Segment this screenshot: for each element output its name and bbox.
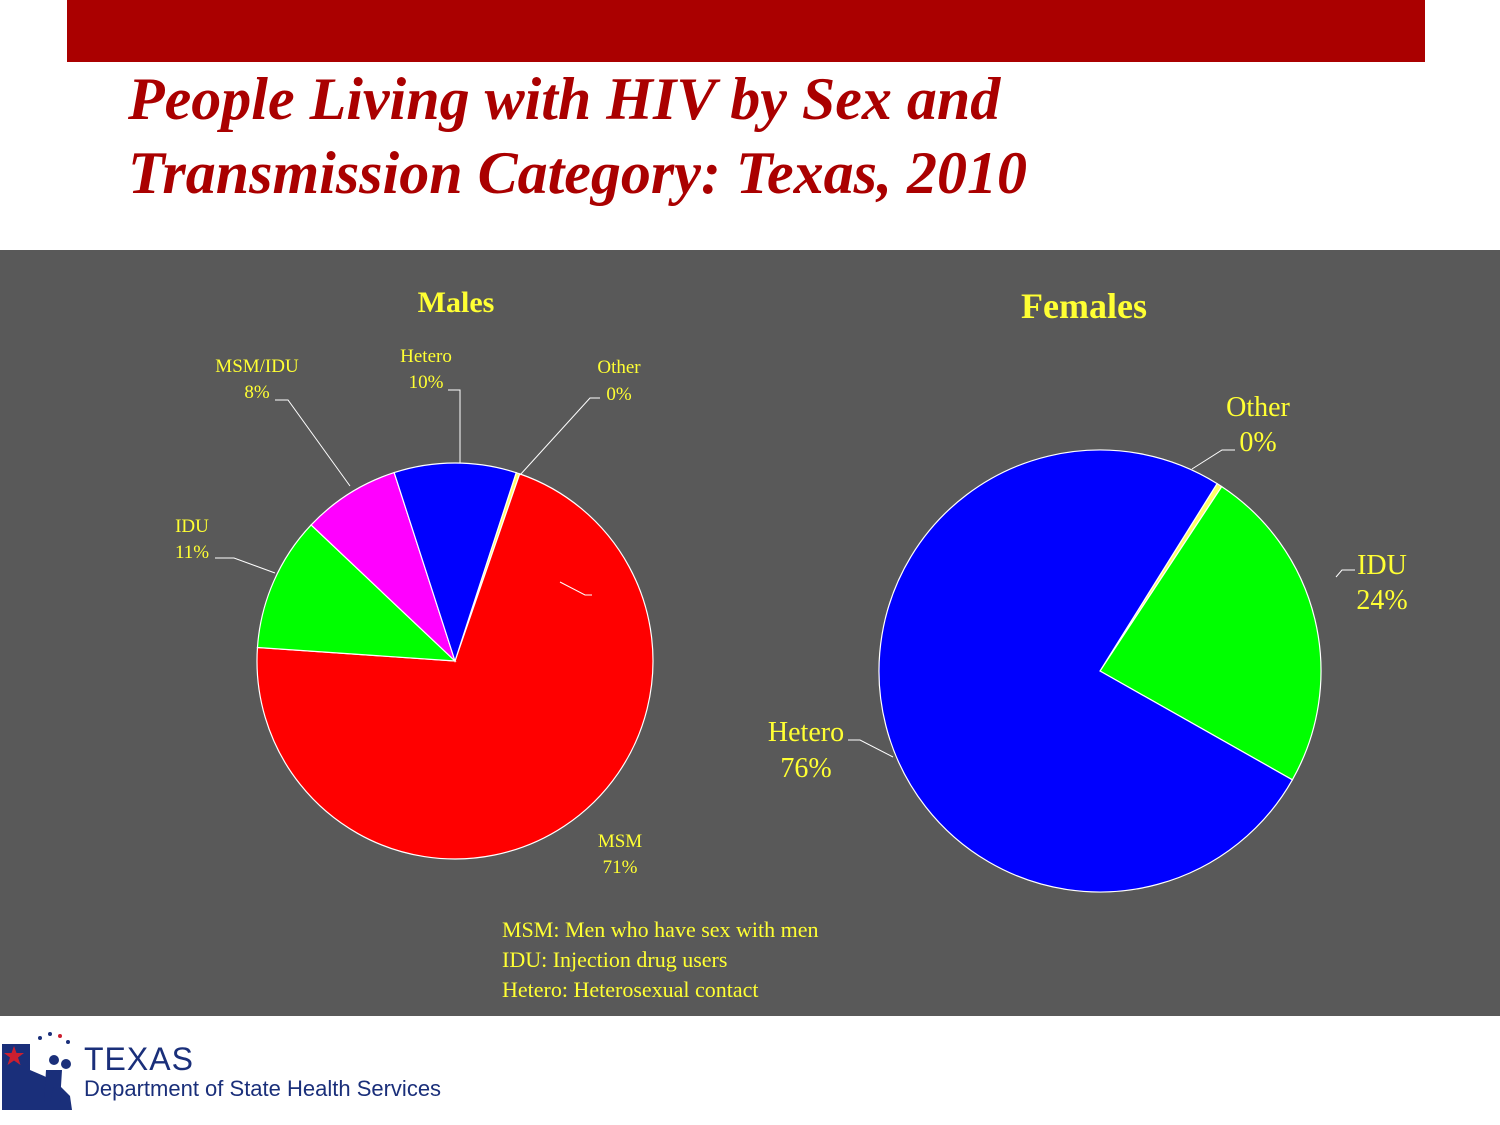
males-leader-msm bbox=[559, 581, 592, 596]
females-leader-hetero bbox=[848, 739, 894, 758]
logo-department-text: Department of State Health Services bbox=[84, 1076, 442, 1101]
slide-title-line2: Transmission Category: Texas, 2010 bbox=[128, 140, 1027, 206]
females-slice-idu bbox=[1099, 485, 1322, 781]
abbreviation-notes: MSM: Men who have sex with men IDU: Inje… bbox=[502, 915, 819, 1005]
females-leader-idu bbox=[1335, 569, 1355, 578]
males-value-other: 0% bbox=[606, 384, 632, 405]
females-label-idu: IDU bbox=[1357, 550, 1407, 581]
males-leader-hetero bbox=[448, 389, 461, 463]
females-value-idu: 24% bbox=[1356, 585, 1407, 616]
males-slice-idu bbox=[256, 524, 457, 662]
males-value-hetero: 10% bbox=[409, 372, 444, 393]
females-label-other: Other bbox=[1226, 392, 1290, 423]
males-leader-idu bbox=[215, 557, 276, 574]
males-label-hetero: Hetero bbox=[400, 346, 452, 367]
males-value-msm: 71% bbox=[603, 857, 638, 878]
males-value-msmidu: 8% bbox=[244, 382, 270, 403]
females-chart-title: Females bbox=[1021, 286, 1147, 326]
males-slice-msm bbox=[256, 473, 654, 860]
males-leader-other bbox=[519, 397, 600, 476]
males-value-idu: 11% bbox=[175, 542, 209, 563]
females-value-other: 0% bbox=[1239, 427, 1276, 458]
note-idu: IDU: Injection drug users bbox=[502, 947, 728, 972]
note-msm: MSM: Men who have sex with men bbox=[502, 917, 819, 942]
males-slice-msmidu bbox=[310, 471, 456, 662]
dshs-logo: TEXAS Department of State Health Service… bbox=[0, 1030, 460, 1110]
males-label-msmidu: MSM/IDU bbox=[215, 356, 299, 377]
chart-panel: Males MSM 71% IDU 11% MSM/IDU 8% Hetero … bbox=[0, 250, 1500, 1016]
males-leader-msmidu bbox=[275, 399, 351, 487]
females-slice-hetero bbox=[878, 449, 1294, 893]
males-label-other: Other bbox=[597, 357, 641, 378]
males-chart-title: Males bbox=[418, 286, 495, 319]
females-leader-other bbox=[1191, 449, 1235, 470]
logo-texas-text: TEXAS bbox=[84, 1041, 194, 1077]
males-label-idu: IDU bbox=[175, 516, 209, 537]
slide-title: People Living with HIV by Sex and Transm… bbox=[128, 62, 1428, 210]
pie-charts-svg: Males MSM 71% IDU 11% MSM/IDU 8% Hetero … bbox=[175, 286, 1408, 893]
males-slice-hetero bbox=[393, 462, 517, 663]
females-value-hetero: 76% bbox=[780, 753, 831, 784]
males-label-msm: MSM bbox=[598, 831, 642, 852]
texas-star-people-icon bbox=[2, 1032, 72, 1110]
males-chart: Males MSM 71% IDU 11% MSM/IDU 8% Hetero … bbox=[175, 286, 654, 878]
note-hetero: Hetero: Heterosexual contact bbox=[502, 977, 759, 1002]
females-label-hetero: Hetero bbox=[768, 717, 844, 748]
females-chart: Females IDU 24% Hetero 76% Other 0% bbox=[768, 286, 1408, 893]
header-bar bbox=[67, 0, 1425, 62]
slide-title-line1: People Living with HIV by Sex and bbox=[128, 66, 1001, 132]
